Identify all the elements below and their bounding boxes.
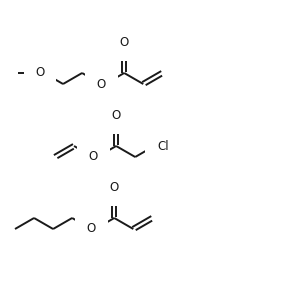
Text: O: O [35, 67, 45, 79]
Text: O: O [97, 77, 106, 91]
Text: O: O [110, 181, 119, 194]
Text: O: O [89, 150, 98, 163]
Text: O: O [112, 109, 121, 122]
Text: O: O [120, 36, 129, 49]
Text: Cl: Cl [157, 139, 169, 153]
Text: O: O [87, 222, 96, 235]
